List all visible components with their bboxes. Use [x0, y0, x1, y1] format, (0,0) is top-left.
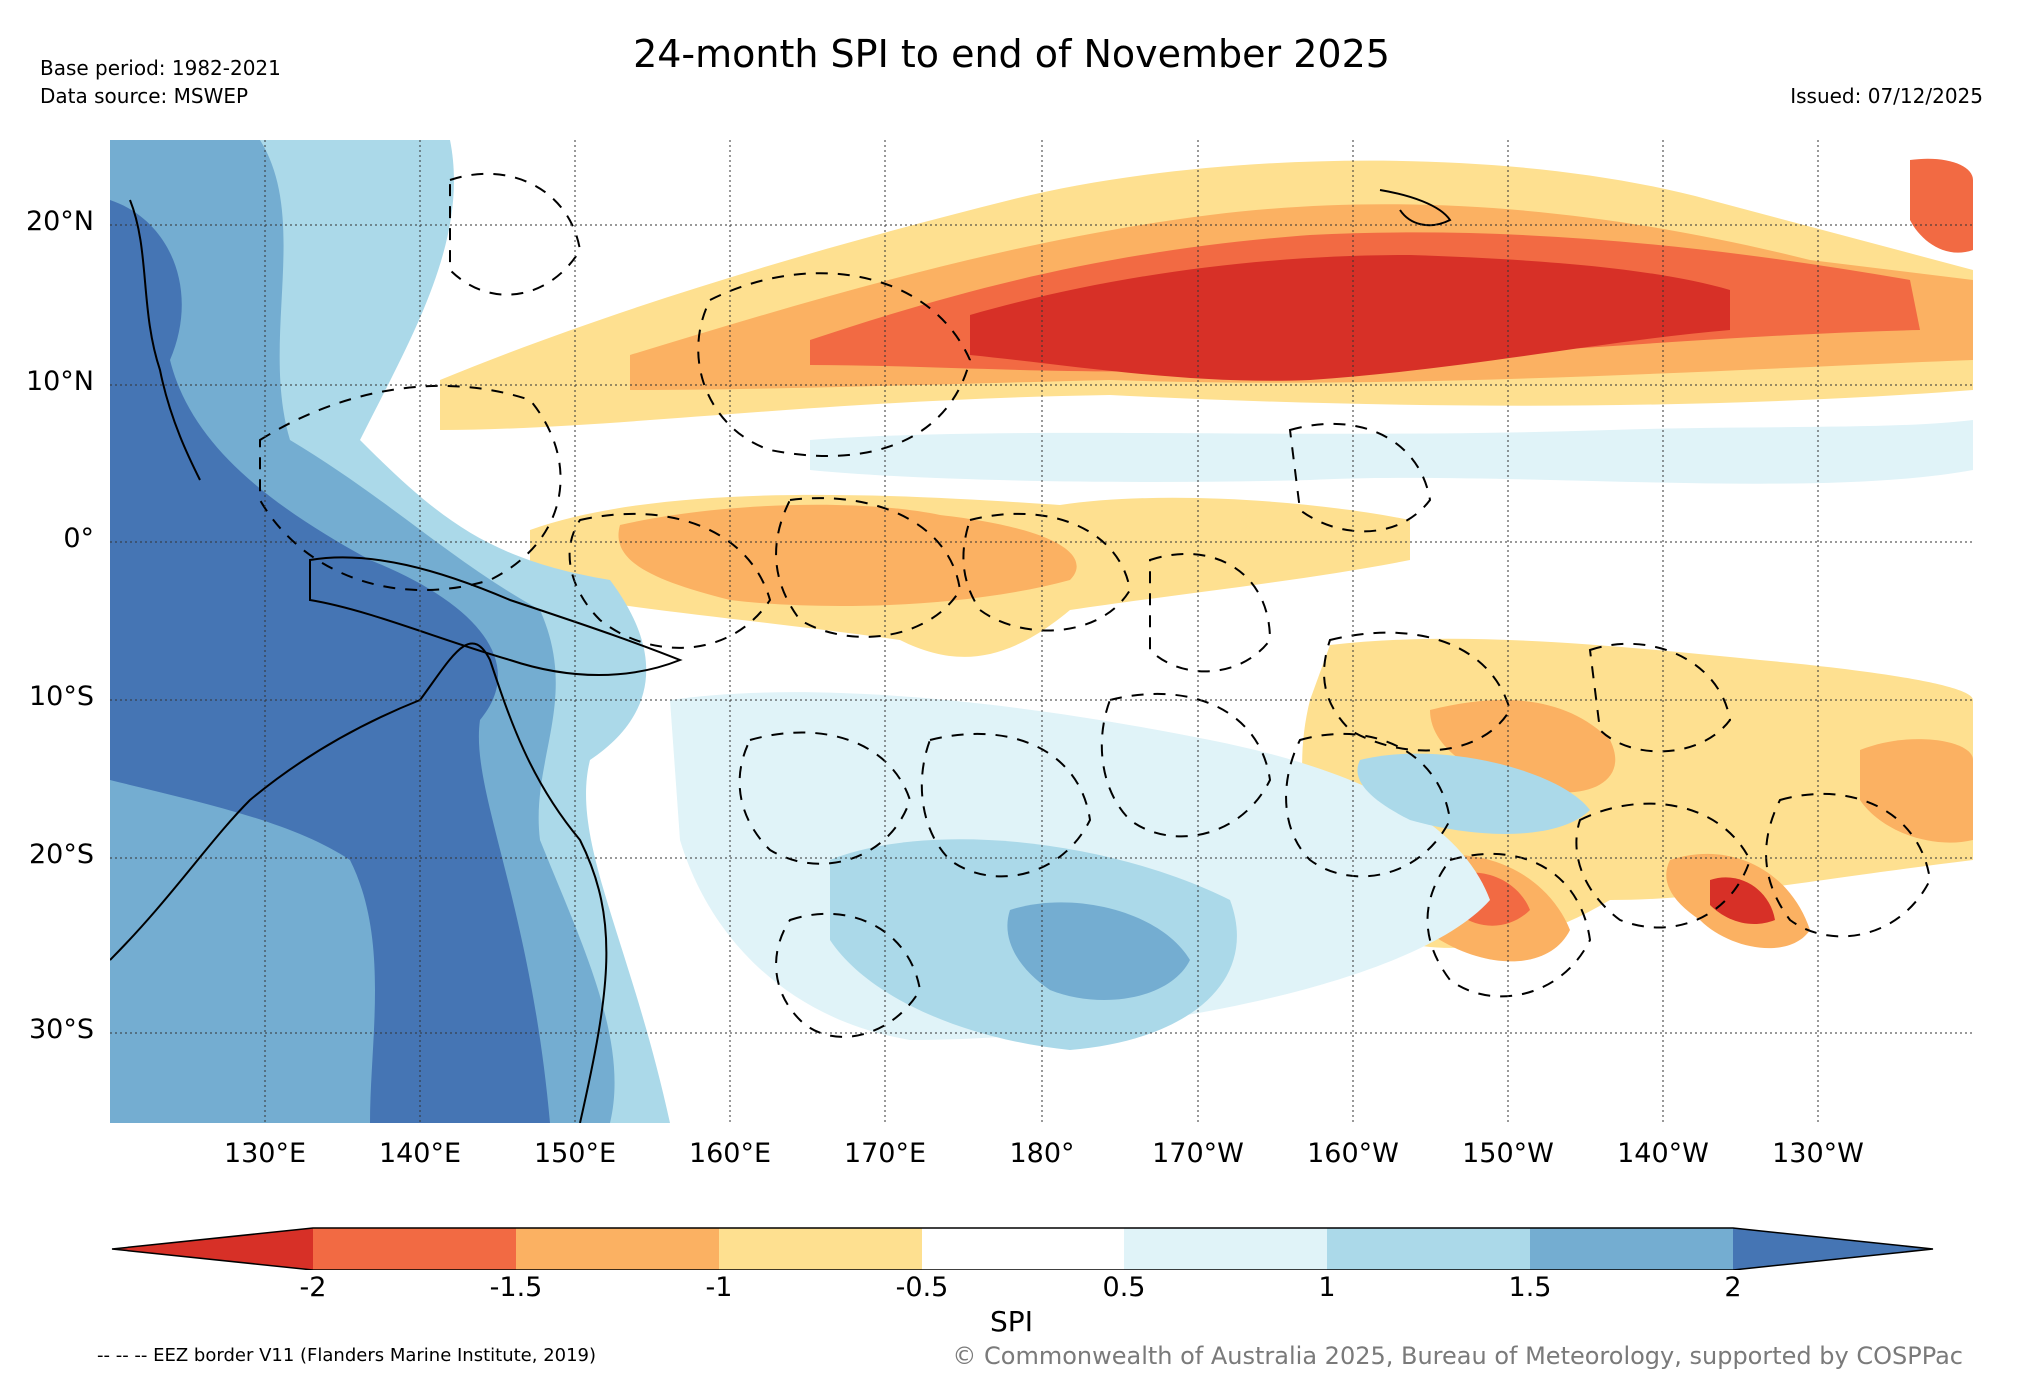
- dry-region-north-band: [970, 255, 1730, 381]
- eez-legend-note: -- -- -- EEZ border V11 (Flanders Marine…: [97, 1345, 597, 1366]
- lon-label-180: 180°: [1009, 1138, 1075, 1169]
- colorbar-tick: 1.5: [1508, 1272, 1552, 1303]
- hawaii-coastline: [1379, 189, 1452, 227]
- colorbar-tick: 2: [1724, 1272, 1742, 1303]
- colorbar-tick: -1: [705, 1272, 733, 1303]
- lat-label-20s: 20°S: [29, 839, 94, 870]
- lon-label-150e: 150°E: [533, 1138, 617, 1169]
- wet-region-north-tropic: [810, 420, 1973, 484]
- lon-label-140e: 140°E: [378, 1138, 462, 1169]
- colorbar-segment: [1124, 1228, 1327, 1270]
- colorbar-segment: [719, 1228, 922, 1270]
- colorbar-segment: [922, 1228, 1124, 1270]
- lon-label-160w: 160°W: [1307, 1138, 1399, 1169]
- wet-region-south: [1007, 902, 1190, 1000]
- lat-label-10n: 10°N: [25, 366, 94, 397]
- colorbar-segment: [1530, 1228, 1733, 1270]
- philippines-coastline: [129, 199, 201, 481]
- data-source: Data source: MSWEP: [40, 84, 249, 108]
- spi-map: [110, 140, 1973, 1123]
- wet-region-west: [110, 200, 550, 1123]
- wet-region-south: [1357, 753, 1590, 834]
- lat-label-0: 0°: [63, 523, 94, 554]
- colorbar-extend-low: [112, 1228, 313, 1270]
- dry-region-ne-corner: [1910, 158, 1973, 253]
- lon-label-150w: 150°W: [1462, 1138, 1554, 1169]
- base-period: Base period: 1982-2021: [40, 56, 281, 80]
- australia-coastline: [110, 642, 608, 1123]
- colorbar-tick: -1.5: [489, 1272, 543, 1303]
- lon-label-170w: 170°W: [1152, 1138, 1244, 1169]
- dry-region-southeast: [1860, 739, 1973, 843]
- new-guinea-coastline: [309, 556, 683, 676]
- colorbar-tick: -2: [299, 1272, 327, 1303]
- dry-region-equator: [618, 504, 1077, 606]
- lon-label-130e: 130°E: [223, 1138, 307, 1169]
- colorbar-tick: -0.5: [895, 1272, 949, 1303]
- copyright-notice: © Commonwealth of Australia 2025, Bureau…: [952, 1342, 1963, 1370]
- colorbar: [111, 1227, 1934, 1270]
- graticule: [110, 140, 1973, 1123]
- lon-label-140w: 140°W: [1617, 1138, 1709, 1169]
- lat-label-30s: 30°S: [29, 1014, 94, 1045]
- eez-borders: [259, 172, 1932, 1038]
- colorbar-outline: [111, 1227, 1934, 1270]
- colorbar-label: SPI: [990, 1305, 1033, 1338]
- lat-label-10s: 10°S: [29, 681, 94, 712]
- issued-date: Issued: 07/12/2025: [1790, 84, 1983, 108]
- lat-label-20n: 20°N: [25, 206, 94, 237]
- spi-map-canvas: [110, 140, 1973, 1123]
- colorbar-tick: 1: [1318, 1272, 1336, 1303]
- colorbar-segment: [516, 1228, 719, 1270]
- colorbar-tick: 0.5: [1102, 1272, 1146, 1303]
- dry-region-southeast: [1710, 877, 1775, 925]
- map-title: 24-month SPI to end of November 2025: [633, 32, 1390, 76]
- lon-label-170e: 170°E: [843, 1138, 927, 1169]
- lon-label-130w: 130°W: [1772, 1138, 1864, 1169]
- colorbar-segment: [1327, 1228, 1530, 1270]
- colorbar-extend-high: [1733, 1228, 1933, 1270]
- colorbar-segment: [313, 1228, 516, 1270]
- lon-label-160e: 160°E: [688, 1138, 772, 1169]
